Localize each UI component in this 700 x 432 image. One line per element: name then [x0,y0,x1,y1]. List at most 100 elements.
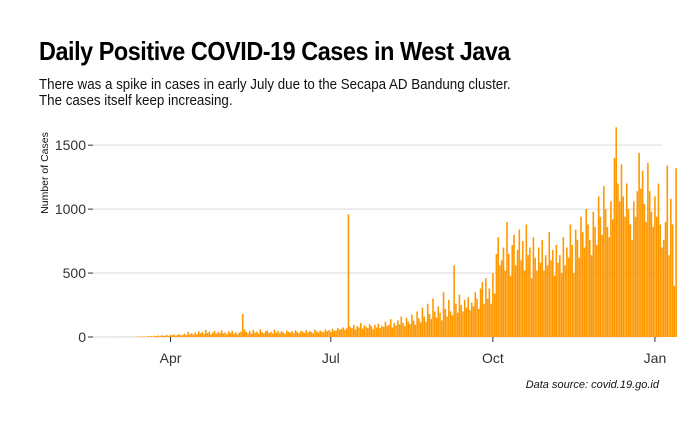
bar [537,247,540,337]
subtitle-line-2: The cases itself keep increasing. [39,93,233,109]
bar [578,257,580,337]
bar [544,255,547,337]
bar [509,275,512,337]
bar [551,250,554,337]
bar [446,316,448,337]
bar [516,250,519,337]
bar [585,209,588,337]
bar [273,329,276,337]
bar [668,255,670,337]
bar [594,227,596,337]
bar [266,330,269,337]
bar [330,331,332,337]
bar [470,302,473,337]
bar [386,326,388,337]
bar [308,331,311,337]
bar [555,244,558,337]
bar [241,313,244,337]
bar [671,224,674,337]
bar [368,324,371,337]
bar [293,333,295,337]
bar [448,299,450,337]
bar [588,239,591,337]
bar [238,332,241,337]
bar [414,324,417,337]
bar [439,312,441,337]
bar [282,332,285,337]
bar [150,335,152,337]
bar [648,191,651,337]
bar [460,305,462,337]
bar [236,334,239,337]
bar [361,328,364,337]
bar [627,209,630,337]
bar [338,329,341,337]
bar [640,188,642,337]
bar [617,183,619,337]
bar [456,312,459,337]
bar [317,332,320,337]
bar [152,336,154,337]
bar [580,216,582,337]
bar [641,170,644,337]
bar [178,334,181,337]
bar [467,297,470,337]
bar [213,330,216,337]
bar [664,221,667,337]
bar [421,307,424,337]
bar [553,275,556,337]
bar [583,247,586,337]
bar [451,315,454,337]
bar [444,308,447,337]
bar [472,306,475,337]
y-axis-title: Number of Cases [39,132,51,214]
bar [590,255,593,337]
bar [597,196,600,337]
bar [603,186,605,337]
chart-title: Daily Positive COVID-19 Cases in West Ja… [39,36,510,66]
bar [478,308,480,337]
bar [465,307,468,337]
bar [631,239,633,337]
bar [173,334,175,337]
bar [159,336,161,337]
bar [367,328,369,337]
bar [474,292,477,337]
bar [167,335,170,337]
bar [307,332,309,337]
bar [252,329,255,337]
bar [333,330,336,337]
bar [532,237,535,337]
bar [423,316,425,337]
bar [296,332,299,337]
bar [139,336,142,337]
bar [395,325,397,337]
bar [428,313,431,337]
bar [393,322,396,337]
bar [289,332,292,337]
bar [389,319,392,337]
bar [183,333,186,337]
bar [233,333,235,337]
bar [562,237,565,337]
bar [345,328,348,337]
bar [319,330,322,337]
bar [196,334,198,337]
bar [271,333,274,337]
bar [662,239,665,337]
bar [433,311,436,337]
data-source-caption: Data source: covid.19.go.id [525,379,659,391]
bar [441,320,443,337]
bar [157,335,159,337]
bar [655,216,658,337]
bar [548,232,551,337]
bar [507,253,510,337]
bar [153,335,156,337]
bar [493,293,496,337]
bar [322,332,325,337]
x-tick-label: Jan [644,350,667,366]
bar [629,224,632,337]
bar [374,324,376,337]
bar [615,127,617,337]
bar [280,331,283,337]
